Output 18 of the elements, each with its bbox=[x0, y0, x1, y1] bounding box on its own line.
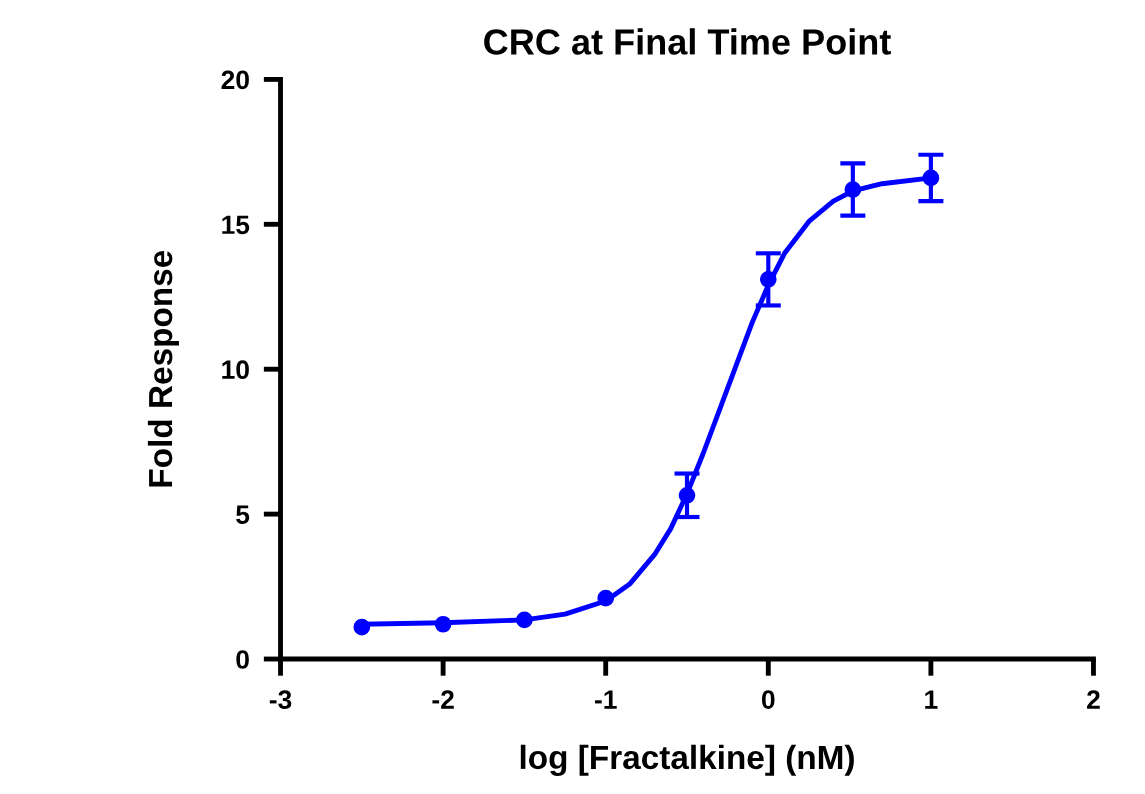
y-tick-label: 20 bbox=[221, 70, 249, 90]
y-axis-title: Fold Response bbox=[147, 250, 179, 487]
x-tick-label: -2 bbox=[432, 690, 454, 709]
x-tick-label: -1 bbox=[595, 690, 617, 709]
y-tick-label: 10 bbox=[222, 360, 249, 380]
point bbox=[353, 618, 371, 636]
y-tick-label: 15 bbox=[222, 215, 250, 235]
chart-title: CRC at Final Time Point bbox=[484, 28, 891, 55]
x-axis-title: log [Fractalkine] (nM) bbox=[520, 744, 854, 776]
y-tick-label: 5 bbox=[236, 505, 250, 524]
point bbox=[516, 611, 533, 629]
point bbox=[434, 615, 452, 633]
x-tick-label: 2 bbox=[1087, 690, 1100, 709]
point bbox=[597, 589, 615, 607]
y-tick-label: 0 bbox=[236, 650, 249, 669]
x-tick-label: 0 bbox=[762, 690, 775, 709]
x-tick-label: -3 bbox=[269, 690, 292, 709]
x-tick-label: 1 bbox=[925, 690, 938, 709]
